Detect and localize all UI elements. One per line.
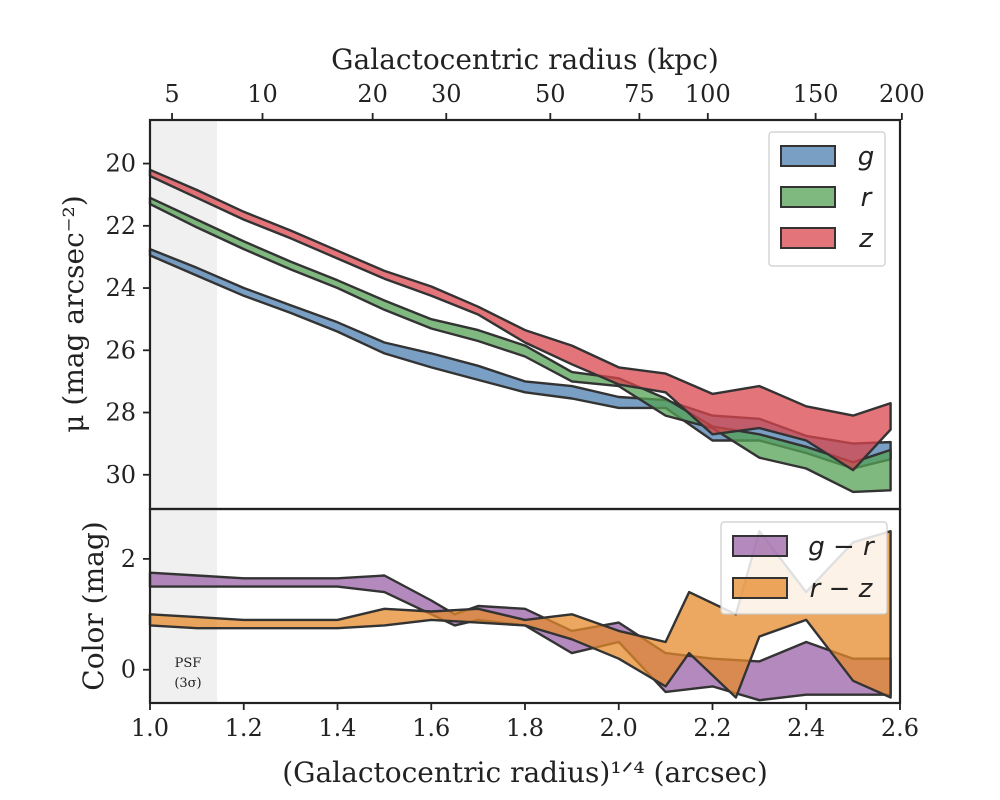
surface-brightness-band-2 (148, 196, 892, 494)
x-tick-label: 2.0 (600, 714, 638, 742)
x-tick-label: 1.8 (506, 714, 544, 742)
x-axis-label: (Galactocentric radius)¹ᐟ⁴ (arcsec) (282, 756, 768, 789)
upper-legend-label: g (858, 142, 875, 172)
lower-legend-swatch (732, 577, 788, 599)
x-tick-label: 1.6 (412, 714, 450, 742)
upper-legend-swatch (780, 145, 836, 167)
color-series (148, 530, 892, 702)
lower-legend-label: g − r (808, 532, 876, 562)
top-tick-label: 20 (357, 80, 388, 108)
top-axis-label: Galactocentric radius (kpc) (331, 43, 719, 76)
upper-y-tick-label: 20 (105, 150, 136, 178)
lower-legend: g − r r − z (720, 521, 888, 615)
lower-y-tick-label: 0 (121, 656, 136, 684)
x-tick-label: 1.4 (318, 714, 356, 742)
lower-y-tick-label: 2 (121, 545, 136, 573)
upper-y-tick-label: 22 (105, 212, 136, 240)
top-tick-label: 10 (247, 80, 278, 108)
upper-legend-label: z (858, 224, 874, 254)
surface-brightness-band-1 (148, 247, 892, 470)
top-tick-label: 50 (535, 80, 566, 108)
x-tick-label: 2.6 (881, 714, 919, 742)
color-panel: 02 1.0 1.2 1.4 1.6 1.8 2.0 2.2 2.4 2.6 PSF (3σ) … (77, 507, 919, 789)
top-tick-label: 150 (793, 80, 839, 108)
top-tick-label: 200 (879, 80, 925, 108)
upper-legend-swatch (780, 227, 836, 249)
upper-y-tick-label: 26 (105, 336, 136, 364)
top-tick-label: 5 (164, 80, 179, 108)
x-tick-label: 1.2 (225, 714, 263, 742)
upper-y-tick-label: 30 (105, 461, 136, 489)
upper-y-ticks: 20 22 24 26 28 30 (105, 150, 150, 489)
lower-axes-frame (148, 507, 902, 705)
upper-y-tick-label: 28 (105, 399, 136, 427)
upper-legend-swatch (780, 186, 836, 208)
upper-y-tick-label: 24 (105, 274, 136, 302)
surface-brightness-band-3 (148, 168, 892, 472)
top-tick-label: 75 (624, 80, 655, 108)
lower-legend-swatch (732, 535, 788, 557)
upper-y-axis-label: μ (mag arcsec⁻²) (57, 195, 90, 432)
psf-band-lower (150, 509, 218, 703)
upper-legend: grz (768, 131, 886, 267)
x-axis-ticks: 1.0 1.2 1.4 1.6 1.8 2.0 2.2 2.4 2.6 (131, 703, 919, 742)
surface-brightness-series (148, 168, 892, 494)
lower-y-axis-label: Color (mag) (77, 521, 110, 690)
x-tick-label: 2.4 (787, 714, 825, 742)
upper-legend-label: r (861, 183, 874, 213)
top-tick-label: 30 (431, 80, 462, 108)
x-tick-label: 2.2 (693, 714, 731, 742)
psf-label-line1: PSF (175, 656, 202, 671)
surface-brightness-panel: 20 22 24 26 28 30 μ (mag arcsec⁻²) grz (57, 118, 902, 511)
x-tick-label: 1.0 (131, 714, 169, 742)
lower-legend-label: r − z (810, 574, 874, 604)
psf-label-line2: (3σ) (174, 676, 201, 691)
top-tick-label: 100 (685, 80, 731, 108)
lower-y-ticks: 02 (121, 545, 150, 684)
color-band-2 (148, 530, 892, 699)
top-axis-ticks: 5 10 20 30 50 75 100 150 200 (164, 80, 925, 120)
